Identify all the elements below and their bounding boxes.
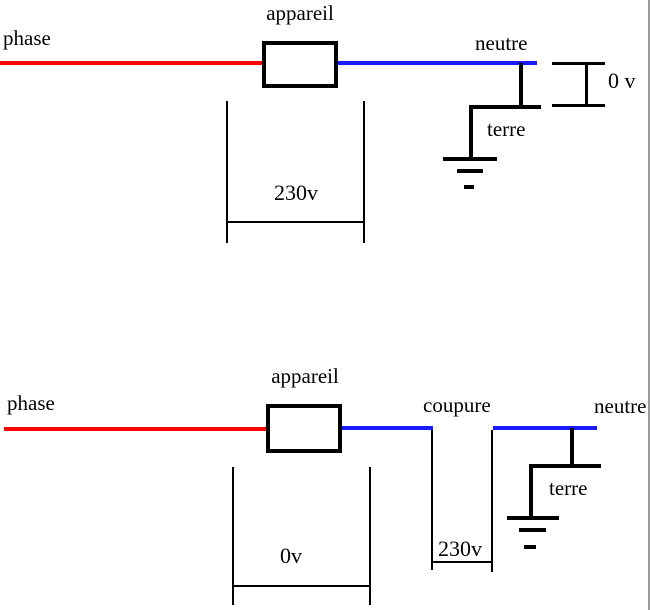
neutral-earth-drop-wire [570,428,574,468]
bracket-left-line [431,430,433,570]
zero-volt-bottom-bar [552,104,605,107]
ground-bar-medium [519,528,546,532]
coupure-voltage-label: 230v [438,536,482,561]
zero-volt-stem [585,62,588,107]
earth-horizontal-wire [529,464,601,468]
bracket-cross-line [226,221,365,223]
neutre-label: neutre [594,394,647,418]
bracket-left-line [232,467,234,605]
phase-wire [0,61,262,65]
zero-volt-top-bar [552,62,605,65]
ground-bar-short [464,185,474,189]
earth-vertical-wire [469,105,473,159]
earth-vertical-wire [529,464,533,519]
coupure-label: coupure [423,393,491,417]
ground-bar-long [443,157,497,161]
neutral-wire-after-cut [493,426,597,430]
appareil-voltage-label: 0v [280,543,302,568]
ground-bar-medium [457,169,483,173]
ground-bar-long [507,516,559,520]
appareil-label: appareil [266,1,334,25]
terre-label: terre [487,117,526,141]
page-right-border [648,0,650,610]
neutral-wire-before-cut [342,426,433,430]
bracket-left-line [226,101,228,243]
appareil-label: appareil [271,364,339,388]
phase-wire [4,427,266,431]
bracket-cross-line [431,561,493,563]
appareil-box [266,404,342,453]
ground-bar-short [524,545,536,549]
neutre-terre-voltage-label: 0 v [608,68,636,93]
bracket-right-line [369,467,371,605]
neutre-label: neutre [475,31,528,55]
neutral-earth-drop-wire [519,63,523,107]
phase-label: phase [3,26,51,50]
neutral-wire [338,61,537,65]
bracket-right-line [363,101,365,243]
appareil-box [262,41,338,88]
bracket-right-line [491,430,493,572]
earth-horizontal-wire [469,105,541,109]
appareil-voltage-label: 230v [274,180,318,205]
bracket-cross-line [232,585,371,587]
terre-label: terre [549,476,588,500]
phase-label: phase [7,391,55,415]
